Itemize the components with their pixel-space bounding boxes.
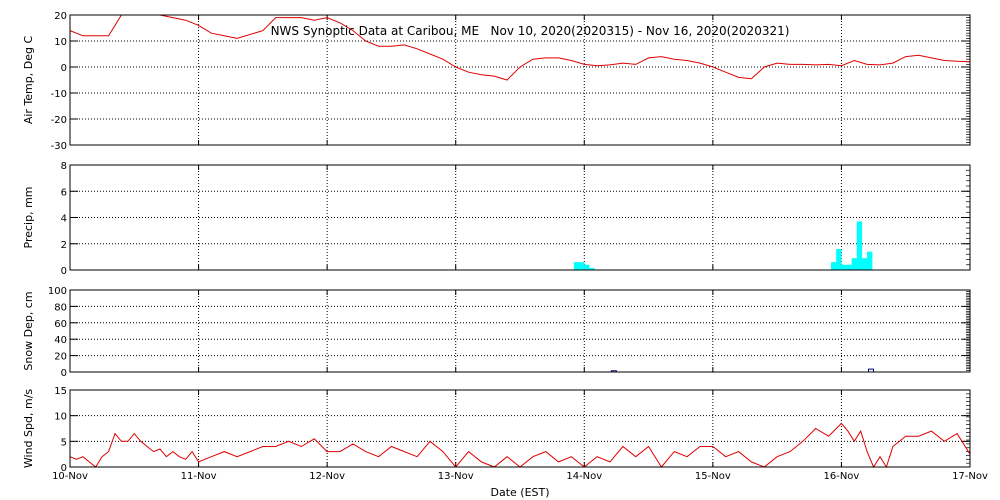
precip-panel: 8 6 4 2 0 Precip, mm <box>22 161 971 277</box>
precip-bar <box>831 262 837 270</box>
snow-depth-ytick-label: 80 <box>54 302 67 313</box>
x-tick-label: 15-Nov <box>695 471 731 482</box>
air-temp-ytick-label: 0 <box>61 63 67 74</box>
air-temp-ytick-label: 10 <box>54 37 67 48</box>
precip-ytick-label: 6 <box>61 187 67 198</box>
wind-speed-series-line <box>69 422 971 469</box>
x-tick-label: 10-Nov <box>52 471 88 482</box>
precip-bar <box>841 264 847 270</box>
precip-ytick-label: 4 <box>61 214 67 225</box>
precip-bar <box>851 258 857 270</box>
x-tick-label: 14-Nov <box>566 471 602 482</box>
air-temp-panel: 20 10 0 -10 -20 -30 Air Temp, Deg C <box>22 11 971 152</box>
chart-title: NWS Synoptic Data at Caribou, ME Nov 10,… <box>271 24 790 38</box>
x-axis-label: Date (EST) <box>490 486 549 499</box>
snow-depth-ytick-label: 60 <box>54 319 67 330</box>
wind-speed-ytick-label: 10 <box>54 412 67 423</box>
snow-depth-ytick-label: 0 <box>61 368 67 379</box>
x-tick-label: 11-Nov <box>181 471 217 482</box>
precip-bar <box>584 264 590 270</box>
precip-bar <box>836 249 842 270</box>
x-tick-label: 16-Nov <box>823 471 859 482</box>
precip-bar <box>861 258 868 270</box>
wind-speed-ytick-label: 0 <box>61 463 67 474</box>
precip-bar <box>856 221 863 270</box>
air-temp-ylabel: Air Temp, Deg C <box>22 36 35 125</box>
wind-speed-ytick-label: 15 <box>54 386 67 397</box>
precip-ytick-label: 8 <box>61 161 67 172</box>
air-temp-ytick-label: -10 <box>51 89 67 100</box>
precip-ytick-label: 0 <box>61 266 67 277</box>
x-tick-label: 13-Nov <box>438 471 474 482</box>
air-temp-frame <box>69 14 971 146</box>
snow-depth-ytick-label: 100 <box>48 286 67 297</box>
air-temp-ytick-label: 20 <box>54 11 67 22</box>
precip-bar <box>867 251 873 270</box>
air-temp-series-line <box>69 14 971 81</box>
wind-speed-panel: 15 10 5 0 Wind Spd, m/s <box>22 386 971 474</box>
precip-bar <box>589 268 595 270</box>
x-tick-label: 12-Nov <box>309 471 345 482</box>
x-tick-label: 17-Nov <box>952 471 988 482</box>
wind-speed-ylabel: Wind Spd, m/s <box>22 389 35 469</box>
wind-speed-ytick-label: 5 <box>61 437 67 448</box>
air-temp-ytick-label: -20 <box>51 115 67 126</box>
precip-bar <box>573 262 580 270</box>
snow-depth-frame <box>69 289 971 373</box>
precip-ytick-label: 2 <box>61 240 67 251</box>
air-temp-ytick-label: -30 <box>51 141 67 152</box>
wind-speed-frame <box>69 389 971 468</box>
precip-ylabel: Precip, mm <box>22 187 35 249</box>
precip-bar <box>579 262 585 270</box>
x-axis: 10-Nov 11-Nov 12-Nov 13-Nov 14-Nov 15-Nov 16-N… <box>52 471 988 482</box>
snow-depth-ytick-label: 40 <box>54 335 67 346</box>
precip-bar <box>846 264 852 270</box>
precip-frame <box>69 164 971 271</box>
snow-depth-ytick-label: 20 <box>54 352 67 363</box>
snow-depth-ylabel: Snow Dep, cm <box>22 291 35 370</box>
snow-depth-panel: 100 80 60 40 20 0 Snow Dep, cm <box>22 286 971 379</box>
